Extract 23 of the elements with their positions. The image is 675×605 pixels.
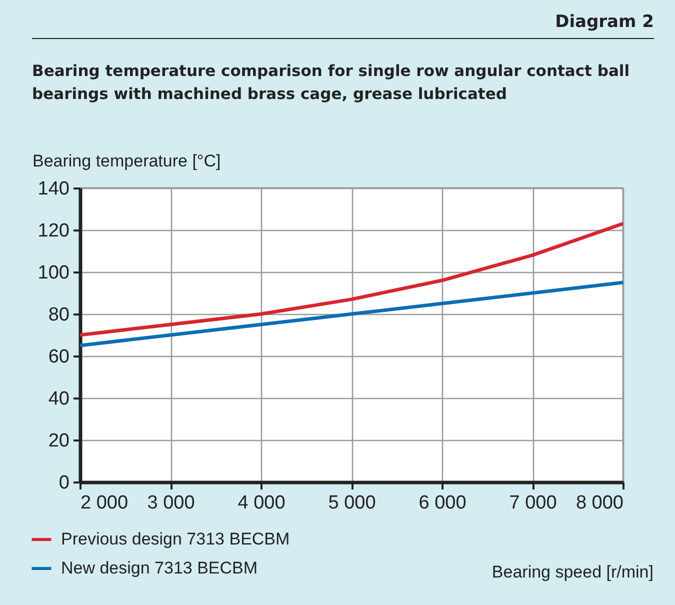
- x-tick-label: 2 000: [80, 492, 128, 514]
- x-tick-label: 8 000: [576, 492, 624, 514]
- line-series: [80, 280, 623, 348]
- text: Diagram 2: [32, 12, 654, 39]
- x-tick-label: 6 000: [418, 492, 466, 514]
- y-axis-title: Bearing temperature [°C]: [32, 152, 221, 170]
- y-tick-label: 60: [48, 346, 70, 368]
- y-tick-label: 40: [48, 388, 70, 410]
- x-tick-label: 4 000: [238, 492, 286, 514]
- x-tick-label: 3 000: [147, 492, 195, 514]
- chart-title: Bearing temperature comparison for single row angular contact ball bearings with machined brass cage, grease lubricated: [32, 61, 631, 105]
- y-tick-label: 140: [38, 178, 70, 200]
- y-tick-label: 20: [48, 430, 70, 452]
- legend-label: New design 7313 BECBM: [61, 558, 258, 578]
- x-axis-title: Bearing speed [r/min]: [492, 562, 654, 582]
- y-tick-label: 0: [58, 472, 70, 494]
- legend-label: Previous design 7313 BECBM: [61, 530, 290, 548]
- y-tick-label: 100: [38, 262, 70, 284]
- line-series: [80, 222, 623, 337]
- x-tick-label: 7 000: [509, 492, 557, 514]
- y-tick-label: 120: [38, 220, 70, 242]
- y-tick-label: 80: [48, 304, 70, 326]
- x-tick-label: 5 000: [328, 492, 376, 514]
